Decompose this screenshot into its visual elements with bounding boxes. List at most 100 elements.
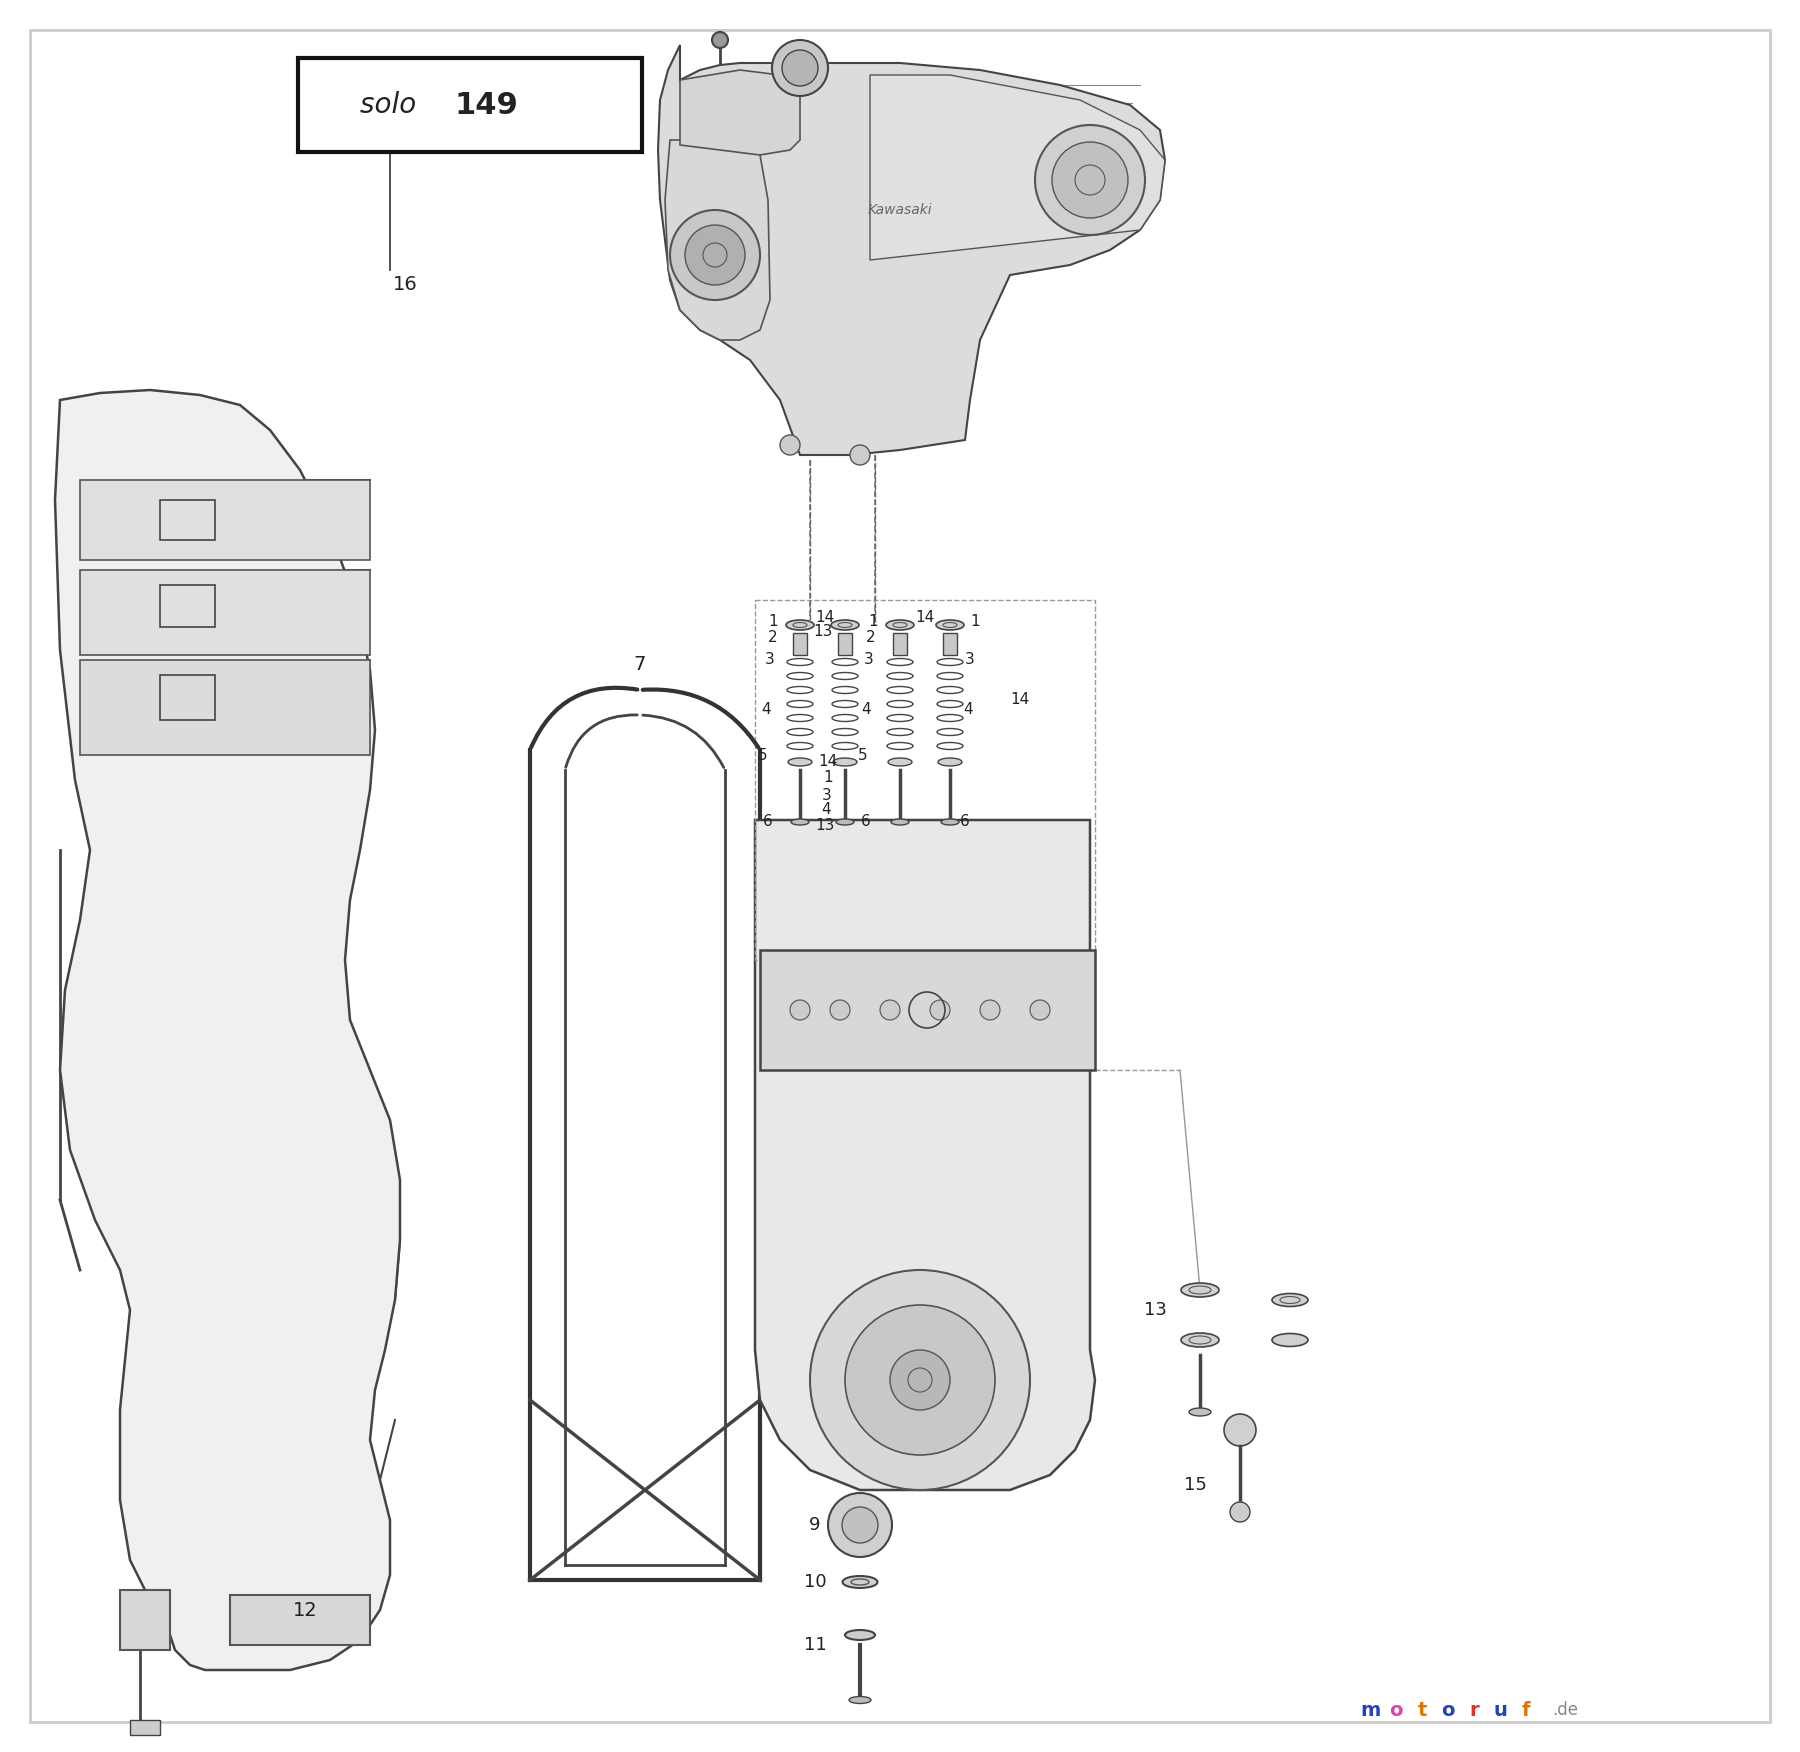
- Circle shape: [1224, 1414, 1256, 1445]
- Bar: [121, 1591, 169, 1650]
- Circle shape: [790, 1000, 810, 1020]
- Text: f: f: [1521, 1701, 1530, 1719]
- Text: 5: 5: [758, 748, 769, 762]
- Text: 2: 2: [866, 631, 877, 645]
- Circle shape: [842, 1507, 878, 1544]
- Text: 3: 3: [765, 652, 774, 668]
- Text: 14: 14: [819, 755, 837, 769]
- Ellipse shape: [941, 818, 959, 825]
- Bar: [160, 675, 214, 720]
- Text: 9: 9: [810, 1515, 821, 1535]
- Text: 5: 5: [859, 748, 868, 762]
- Ellipse shape: [1181, 1282, 1219, 1296]
- Text: solo: solo: [360, 91, 425, 119]
- Text: 14: 14: [815, 610, 835, 624]
- Circle shape: [781, 51, 817, 86]
- Circle shape: [1229, 1501, 1249, 1522]
- Ellipse shape: [835, 818, 853, 825]
- Text: 3: 3: [965, 652, 976, 668]
- Circle shape: [670, 210, 760, 300]
- Text: 10: 10: [803, 1573, 826, 1591]
- Circle shape: [931, 1000, 950, 1020]
- Ellipse shape: [833, 759, 857, 766]
- Circle shape: [810, 1270, 1030, 1489]
- Text: 14: 14: [1010, 692, 1030, 708]
- Bar: [79, 569, 371, 655]
- Polygon shape: [680, 70, 799, 154]
- Text: u: u: [1492, 1701, 1507, 1719]
- Text: 4: 4: [963, 703, 972, 718]
- Polygon shape: [869, 75, 1165, 259]
- Circle shape: [828, 1493, 893, 1558]
- Text: 13: 13: [1143, 1302, 1166, 1319]
- Circle shape: [1035, 124, 1145, 235]
- Bar: [160, 499, 214, 540]
- Text: o: o: [1442, 1701, 1454, 1719]
- Ellipse shape: [1273, 1333, 1309, 1347]
- Bar: [230, 1594, 371, 1645]
- Text: 16: 16: [392, 275, 418, 294]
- Text: 3: 3: [864, 652, 873, 668]
- Bar: [943, 632, 958, 655]
- Text: 11: 11: [803, 1636, 826, 1654]
- Text: 1: 1: [970, 615, 979, 629]
- Text: 14: 14: [916, 610, 934, 624]
- Circle shape: [880, 1000, 900, 1020]
- Circle shape: [850, 445, 869, 464]
- Circle shape: [830, 1000, 850, 1020]
- Text: 7: 7: [634, 655, 646, 675]
- Text: 2: 2: [769, 631, 778, 645]
- Text: 3: 3: [823, 788, 832, 804]
- Text: 6: 6: [959, 815, 970, 829]
- Bar: [794, 632, 806, 655]
- Bar: [760, 950, 1094, 1070]
- Ellipse shape: [1190, 1409, 1211, 1416]
- Ellipse shape: [936, 620, 965, 631]
- Ellipse shape: [1181, 1333, 1219, 1347]
- Text: .de: .de: [1552, 1701, 1579, 1719]
- Text: Kawasaki: Kawasaki: [868, 203, 932, 217]
- Text: 1: 1: [769, 615, 778, 629]
- Ellipse shape: [938, 759, 961, 766]
- Circle shape: [889, 1351, 950, 1410]
- Text: 4: 4: [821, 802, 832, 818]
- Bar: [893, 632, 907, 655]
- Text: 12: 12: [293, 1601, 317, 1619]
- Ellipse shape: [832, 620, 859, 631]
- Text: 6: 6: [860, 815, 871, 829]
- Ellipse shape: [787, 620, 814, 631]
- Text: 13: 13: [814, 624, 833, 639]
- Text: r: r: [1469, 1701, 1480, 1719]
- Text: 13: 13: [815, 818, 835, 832]
- Polygon shape: [659, 46, 1165, 456]
- Circle shape: [772, 40, 828, 96]
- Circle shape: [979, 1000, 1001, 1020]
- Circle shape: [1051, 142, 1129, 217]
- Circle shape: [779, 434, 799, 456]
- Text: 149: 149: [455, 91, 518, 119]
- Ellipse shape: [891, 818, 909, 825]
- Bar: [839, 632, 851, 655]
- Ellipse shape: [788, 759, 812, 766]
- Text: o: o: [1390, 1701, 1402, 1719]
- Ellipse shape: [1273, 1293, 1309, 1307]
- Polygon shape: [56, 391, 400, 1670]
- Circle shape: [1030, 1000, 1049, 1020]
- Circle shape: [686, 224, 745, 286]
- Text: t: t: [1417, 1701, 1427, 1719]
- Circle shape: [713, 32, 727, 47]
- Ellipse shape: [886, 620, 914, 631]
- FancyBboxPatch shape: [299, 58, 643, 152]
- Circle shape: [844, 1305, 995, 1454]
- Ellipse shape: [844, 1629, 875, 1640]
- Bar: [79, 480, 371, 561]
- Polygon shape: [754, 820, 1094, 1489]
- Bar: [79, 661, 371, 755]
- Text: 1: 1: [868, 615, 878, 629]
- Ellipse shape: [842, 1577, 878, 1587]
- Text: m: m: [1359, 1701, 1381, 1719]
- Bar: [130, 1720, 160, 1734]
- Bar: [754, 599, 1094, 960]
- Text: 6: 6: [763, 815, 772, 829]
- Bar: [160, 585, 214, 627]
